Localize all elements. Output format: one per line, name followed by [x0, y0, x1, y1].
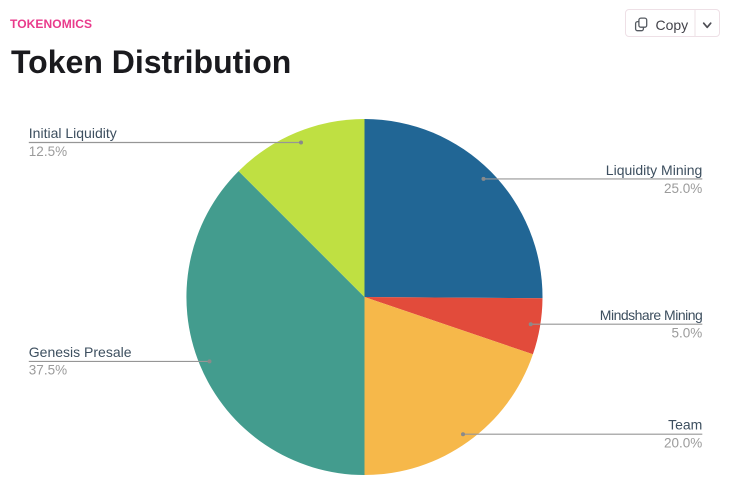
svg-text:37.5%: 37.5%: [29, 363, 67, 378]
svg-text:Liquidity Mining: Liquidity Mining: [606, 162, 703, 178]
svg-text:Team: Team: [668, 417, 702, 433]
svg-text:25.0%: 25.0%: [664, 181, 702, 196]
svg-text:20.0%: 20.0%: [664, 435, 702, 450]
svg-text:Copy: Copy: [656, 17, 689, 33]
svg-text:Genesis Presale: Genesis Presale: [29, 344, 132, 360]
svg-text:Mindshare Mining: Mindshare Mining: [600, 307, 703, 323]
svg-text:12.5%: 12.5%: [29, 144, 67, 159]
svg-text:Initial Liquidity: Initial Liquidity: [29, 125, 117, 141]
svg-text:5.0%: 5.0%: [672, 326, 703, 341]
